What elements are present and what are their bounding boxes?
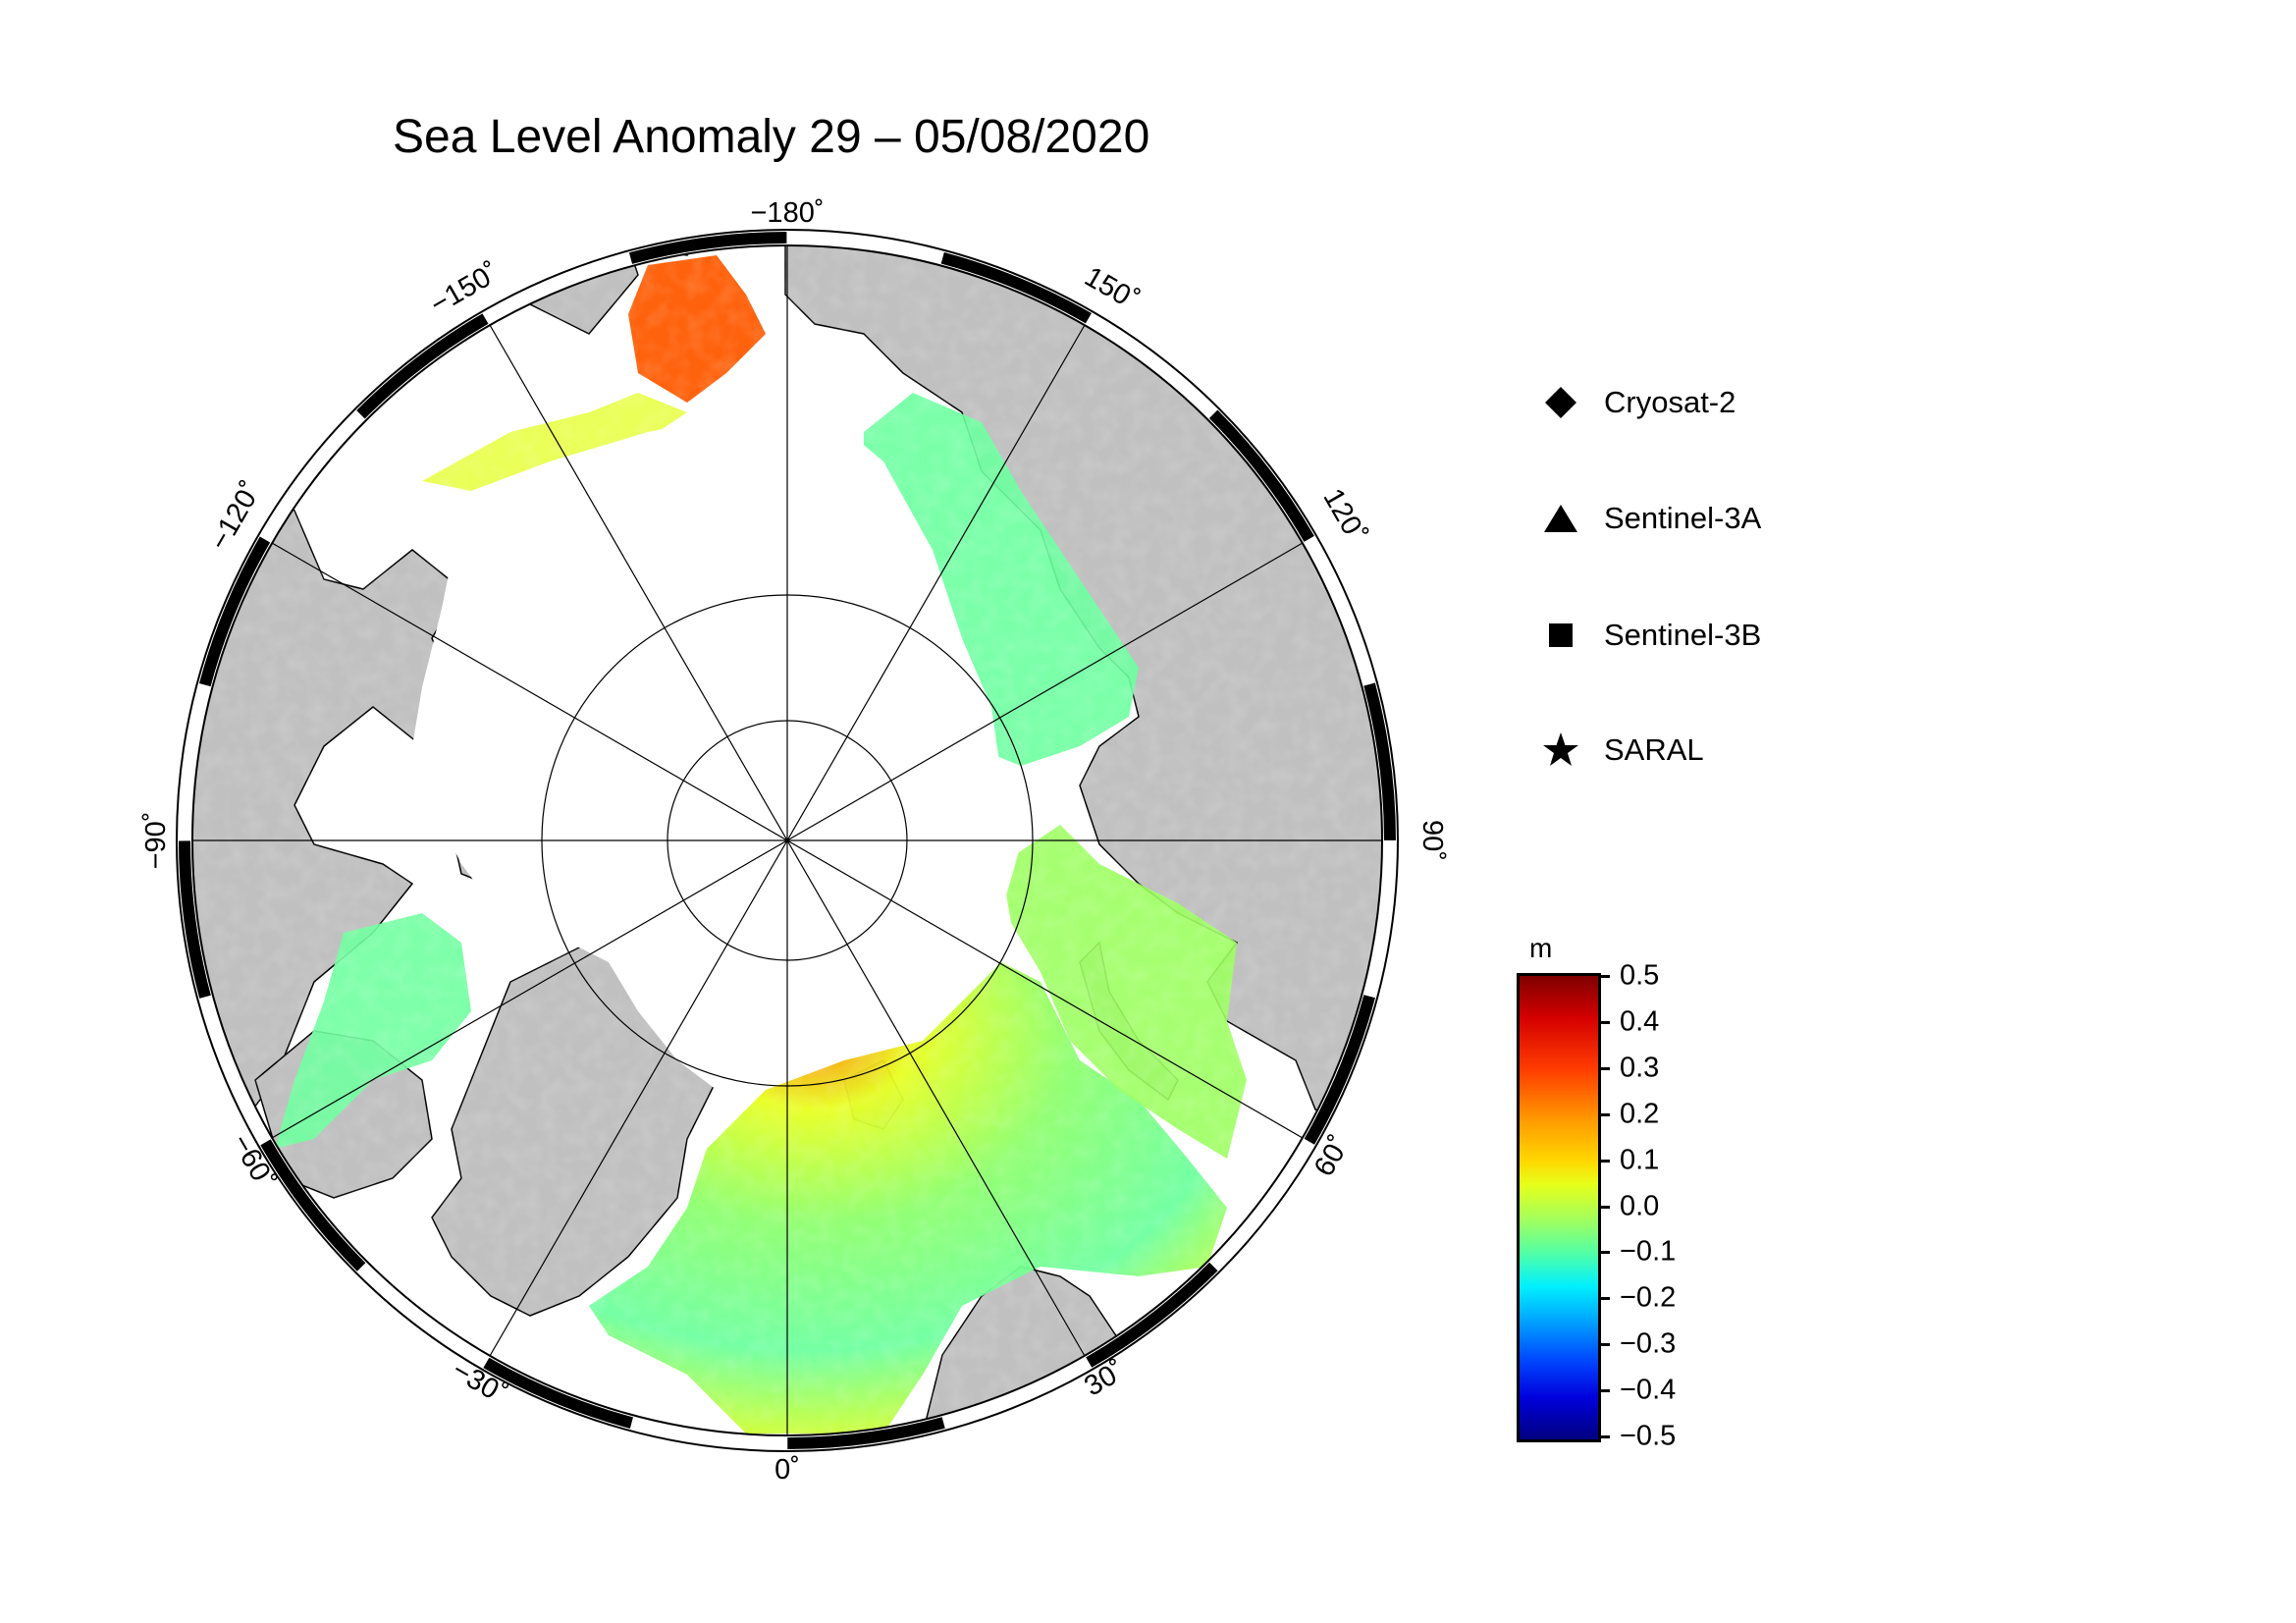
colorbar: [1517, 973, 1601, 1442]
colorbar-tick-label: −0.3: [1620, 1327, 1677, 1360]
colorbar-tick: [1598, 1066, 1610, 1070]
colorbar-tick-label: −0.5: [1620, 1420, 1677, 1452]
colorbar-tick: [1598, 1251, 1610, 1255]
colorbar-tick: [1598, 1205, 1610, 1209]
graticule: [192, 245, 1382, 1435]
colorbar-unit: m: [1529, 933, 1553, 963]
colorbar-tick: [1598, 1159, 1610, 1163]
legend-label: SARAL: [1604, 732, 1704, 767]
colorbar-tick-label: −0.1: [1620, 1235, 1677, 1268]
triangle-icon: [1539, 499, 1582, 538]
meridian-label: 0˚: [774, 1454, 800, 1486]
colorbar-tick-label: 0.1: [1620, 1144, 1660, 1176]
colorbar-tick: [1598, 1435, 1610, 1438]
colorbar-tick: [1598, 975, 1610, 978]
meridian-label: 30˚: [1079, 1355, 1130, 1403]
legend-label: Sentinel-3B: [1604, 618, 1762, 652]
colorbar-tick: [1598, 1020, 1610, 1024]
meridian-label: −180˚: [751, 197, 825, 229]
colorbar-tick-label: 0.3: [1620, 1052, 1660, 1084]
colorbar-tick-label: 0.4: [1620, 1005, 1660, 1038]
meridian-label: 120˚: [1316, 483, 1372, 548]
legend-item-saral: SARAL: [1539, 730, 1704, 770]
meridian-label: −150˚: [425, 257, 505, 321]
meridian-label: −90˚: [140, 812, 172, 870]
colorbar-tick-label: 0.0: [1620, 1190, 1660, 1221]
legend-item-cryosat: Cryosat-2: [1539, 383, 1735, 422]
colorbar-tick: [1598, 1297, 1610, 1301]
colorbar-tick-label: −0.2: [1620, 1281, 1677, 1314]
colorbar-tick-label: 0.5: [1620, 959, 1660, 992]
meridian-label: 90˚: [1416, 820, 1448, 861]
legend-item-sentinel-3a: Sentinel-3A: [1539, 499, 1761, 538]
map-title: Sea Level Anomaly 29 – 05/08/2020: [393, 111, 1150, 163]
legend-item-sentinel-3b: Sentinel-3B: [1539, 616, 1761, 655]
map-frame: [176, 229, 1399, 1452]
colorbar-tick-label: −0.4: [1620, 1374, 1677, 1406]
sea-ice-cover: [412, 412, 1021, 1090]
colorbar-tick: [1598, 1112, 1610, 1116]
colorbar-tick: [1598, 1343, 1610, 1347]
meridian-label: 150˚: [1079, 261, 1144, 317]
legend-label: Cryosat-2: [1604, 385, 1736, 419]
colorbar-tick: [1598, 1389, 1610, 1393]
legend-label: Sentinel-3A: [1604, 501, 1762, 535]
square-icon: [1539, 616, 1582, 655]
diamond-icon: [1539, 383, 1582, 422]
colorbar-tick-label: 0.2: [1620, 1098, 1660, 1130]
star-icon: [1539, 730, 1582, 770]
